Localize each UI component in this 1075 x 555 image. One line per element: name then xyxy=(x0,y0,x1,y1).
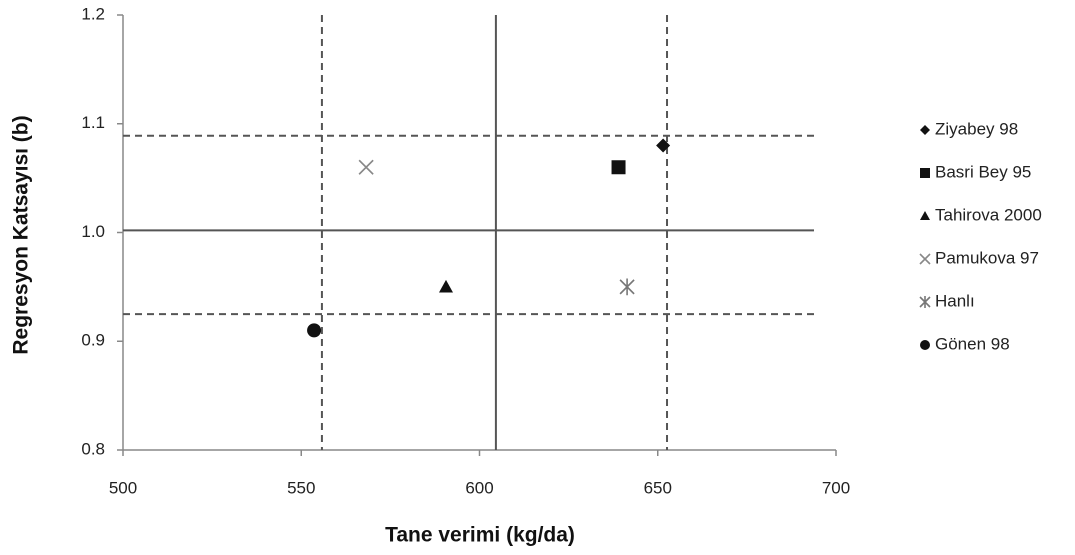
x-tick-label: 600 xyxy=(465,478,493,497)
x-tick-label: 500 xyxy=(109,478,137,497)
legend-marker xyxy=(919,253,931,265)
marker xyxy=(438,279,453,293)
y-tick-label: 0.9 xyxy=(81,331,105,350)
y-tick-label: 1.0 xyxy=(81,222,105,241)
marker xyxy=(307,323,322,338)
y-tick-label: 1.2 xyxy=(81,4,105,23)
y-tick-label: 0.8 xyxy=(81,439,105,458)
marker xyxy=(358,159,374,175)
legend-marker xyxy=(920,168,930,178)
y-axis-title: Regresyon Katsayısı (b) xyxy=(10,115,33,354)
legend-marker xyxy=(919,296,931,308)
legend-label: Ziyabey 98 xyxy=(935,119,1018,138)
x-axis-title: Tane verimi (kg/da) xyxy=(385,524,575,547)
legend-label: Basri Bey 95 xyxy=(935,162,1031,181)
legend-marker xyxy=(920,340,930,350)
y-tick-label: 1.1 xyxy=(81,113,105,132)
x-tick-label: 650 xyxy=(644,478,672,497)
marker xyxy=(656,138,671,153)
legend-label: Pamukova 97 xyxy=(935,248,1039,267)
legend-label: Tahirova 2000 xyxy=(935,205,1042,224)
marker xyxy=(611,160,626,175)
legend-label: Gönen 98 xyxy=(935,334,1010,353)
legend-marker xyxy=(920,211,930,220)
legend-marker xyxy=(920,125,930,135)
x-tick-label: 550 xyxy=(287,478,315,497)
x-tick-label: 700 xyxy=(822,478,850,497)
legend-label: Hanlı xyxy=(935,291,975,310)
marker xyxy=(619,278,635,296)
